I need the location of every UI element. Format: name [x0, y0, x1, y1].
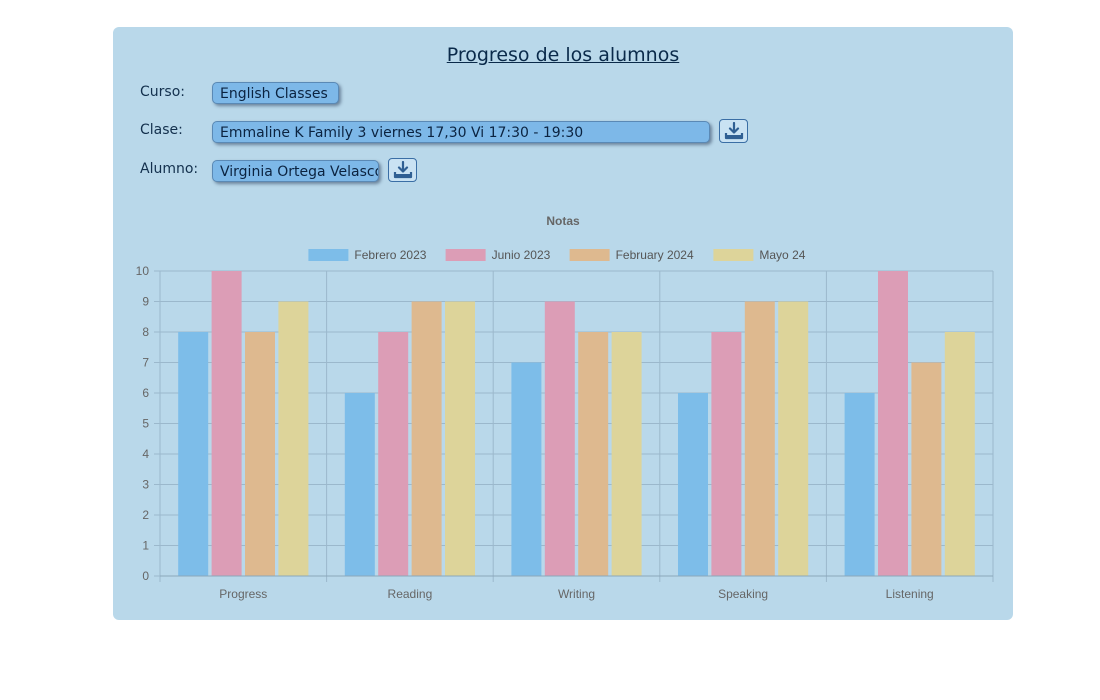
bar: [678, 393, 708, 576]
bar: [544, 301, 575, 576]
y-tick-label: 1: [142, 539, 149, 553]
bar: [411, 301, 442, 576]
x-tick-label: Writing: [558, 587, 595, 601]
legend-swatch: [569, 249, 610, 261]
legend-swatch: [308, 249, 349, 261]
bar: [344, 393, 375, 576]
bar: [578, 332, 609, 576]
page-title: Progreso de los alumnos: [446, 44, 680, 66]
clase-label: Clase:: [140, 122, 183, 138]
bar: [378, 332, 409, 576]
bar: [245, 332, 275, 576]
bar: [744, 301, 775, 576]
x-tick-label: Reading: [388, 587, 433, 601]
bar: [511, 362, 542, 576]
curso-select[interactable]: English Classes: [212, 82, 339, 104]
alumno-label: Alumno:: [140, 161, 199, 177]
y-tick-label: 4: [142, 447, 149, 461]
curso-label: Curso:: [140, 84, 185, 100]
alumno-select[interactable]: Virginia Ortega Velasco: [212, 160, 379, 182]
bar: [911, 362, 942, 576]
notas-chart: Notas Febrero 2023 Junio 2023 February 2024…: [136, 214, 994, 601]
x-tick-label: Progress: [219, 587, 267, 601]
download-alumno-button[interactable]: [388, 158, 417, 182]
y-tick-label: 3: [142, 478, 149, 492]
y-tick-label: 5: [142, 417, 149, 431]
bar: [878, 271, 908, 576]
chart-title: Notas: [546, 214, 580, 228]
y-tick-label: 6: [142, 386, 149, 400]
x-tick-label: Speaking: [718, 587, 768, 601]
y-tick-label: 9: [142, 295, 149, 309]
y-tick-label: 2: [142, 508, 149, 522]
legend-label: Junio 2023: [492, 248, 551, 262]
legend-label: Febrero 2023: [354, 248, 426, 262]
y-tick-label: 0: [142, 569, 149, 583]
legend-swatch: [713, 249, 754, 261]
y-tick-label: 8: [142, 325, 149, 339]
legend-swatch: [445, 249, 486, 261]
bar: [211, 271, 242, 576]
progress-panel: Progreso de los alumnos Curso: English C…: [113, 27, 1013, 620]
bar: [844, 393, 875, 576]
clase-select[interactable]: Emmaline K Family 3 viernes 17,30 Vi 17:…: [212, 121, 710, 143]
download-icon: [393, 161, 412, 179]
bar: [278, 301, 309, 576]
bar: [611, 332, 642, 576]
bar: [711, 332, 742, 576]
bar: [178, 332, 209, 576]
bar: [778, 301, 809, 576]
legend-label: Mayo 24: [759, 248, 805, 262]
x-tick-label: Listening: [886, 587, 934, 601]
y-tick-label: 10: [136, 264, 150, 278]
y-tick-label: 7: [142, 356, 149, 370]
legend-label: February 2024: [616, 248, 694, 262]
download-clase-button[interactable]: [719, 119, 748, 143]
download-icon: [724, 122, 743, 140]
bar: [944, 332, 975, 576]
bar: [445, 301, 475, 576]
